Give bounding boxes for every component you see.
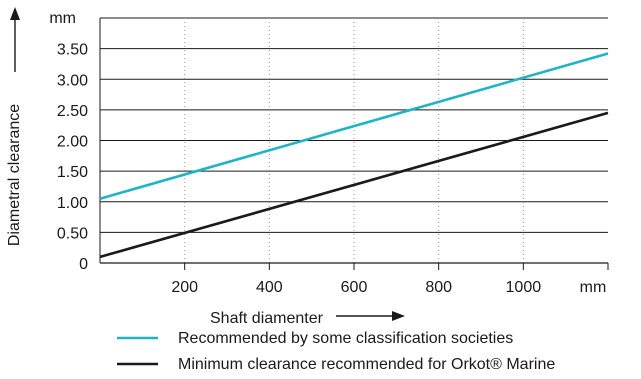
- legend-label-1: Recommended by some classification socie…: [178, 330, 513, 347]
- label-layer: mm mm Shaft diamenter Diametral clearanc…: [6, 10, 606, 327]
- series-line-2: [99, 111, 609, 259]
- y-tick-label: 0.50: [57, 225, 88, 242]
- series-layer: [99, 52, 609, 259]
- x-axis-arrow-icon: [392, 311, 405, 321]
- x-tick-label: 600: [341, 279, 368, 296]
- x-tick-label: 1000: [506, 279, 542, 296]
- x-tick-label: 400: [256, 279, 283, 296]
- y-axis-arrow-icon: [10, 7, 20, 20]
- y-tick-label: 2.00: [57, 134, 88, 151]
- x-tick-label: 800: [425, 279, 452, 296]
- y-axis-title: Diametral clearance: [6, 104, 23, 246]
- y-tick-label: 2.50: [57, 103, 88, 120]
- y-unit-label: mm: [49, 10, 76, 27]
- legend-label-2: Minimum clearance recommended for Orkot®…: [178, 356, 555, 373]
- grid-layer: [99, 17, 609, 270]
- y-tick-label: 1.00: [57, 195, 88, 212]
- y-tick-label: 0: [79, 256, 88, 273]
- x-unit-label: mm: [580, 279, 607, 296]
- series-line-1: [99, 52, 609, 200]
- y-tick-label: 3.50: [57, 42, 88, 59]
- x-tick-label: 200: [171, 279, 198, 296]
- x-axis-title: Shaft diamenter: [210, 310, 324, 327]
- arrow-layer: [10, 7, 405, 321]
- y-tick-label: 3.00: [57, 72, 88, 89]
- y-tick-label: 1.50: [57, 164, 88, 181]
- legend: Recommended by some classification socie…: [117, 330, 555, 373]
